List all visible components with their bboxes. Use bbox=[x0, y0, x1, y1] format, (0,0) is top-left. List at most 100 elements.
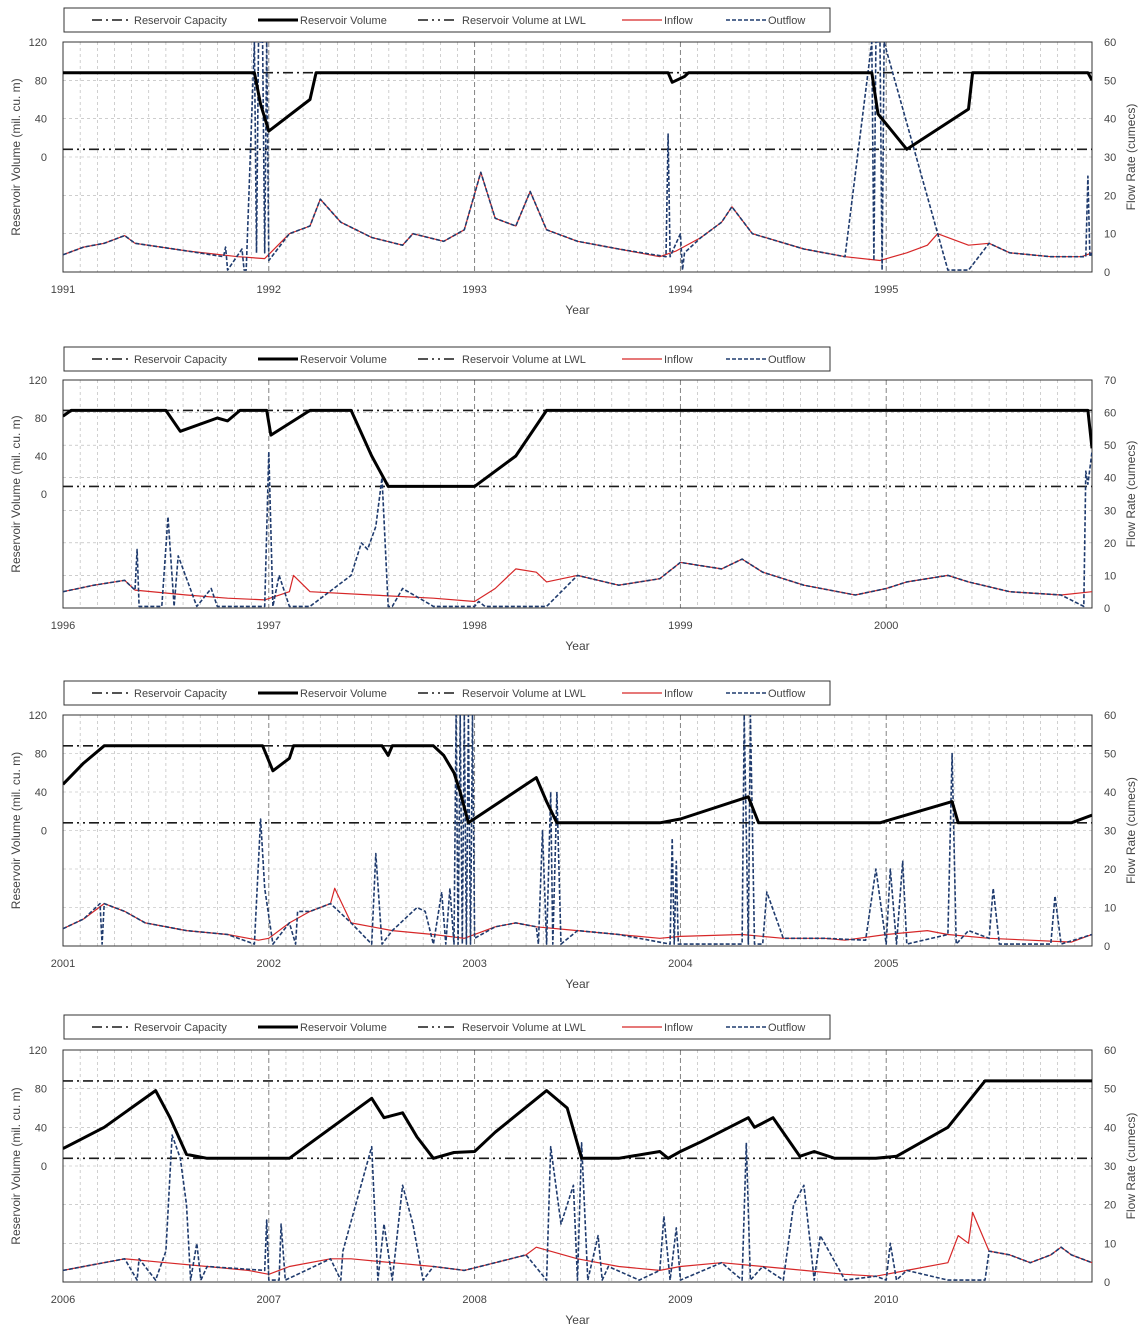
legend-label: Reservoir Capacity bbox=[134, 15, 227, 27]
right-tick-label: 20 bbox=[1104, 190, 1116, 202]
plot-area bbox=[62, 41, 1093, 273]
right-tick-label: 60 bbox=[1104, 408, 1116, 420]
left-tick-label: 80 bbox=[35, 75, 47, 87]
right-tick-label: 50 bbox=[1104, 75, 1116, 87]
right-tick-label: 0 bbox=[1104, 1277, 1110, 1289]
right-tick-label: 40 bbox=[1104, 473, 1116, 485]
left-tick-label: 40 bbox=[35, 451, 47, 463]
left-tick-label: 40 bbox=[35, 114, 47, 126]
legend-label: Inflow bbox=[664, 15, 693, 27]
x-tick-label: 2004 bbox=[668, 958, 692, 970]
right-tick-label: 0 bbox=[1104, 603, 1110, 615]
legend-label: Reservoir Volume at LWL bbox=[462, 688, 586, 700]
legend-label: Inflow bbox=[664, 354, 693, 366]
legend-label: Inflow bbox=[664, 688, 693, 700]
left-tick-label: 120 bbox=[29, 1045, 47, 1057]
x-tick-label: 2001 bbox=[51, 958, 75, 970]
left-axis-title: Reservoir Volume (mil. cu. m) bbox=[9, 415, 23, 572]
x-axis-title: Year bbox=[565, 977, 589, 991]
left-tick-label: 0 bbox=[41, 152, 47, 164]
chart-panel-3: 120 80 40 0 60 50 40 30 20 10 0 2001 2002 2003 2004 200… bbox=[9, 680, 1138, 991]
series-group bbox=[63, 1079, 1092, 1281]
legend-label: Reservoir Capacity bbox=[134, 688, 227, 700]
x-tick-label: 2009 bbox=[668, 1294, 692, 1306]
right-tick-label: 50 bbox=[1104, 749, 1116, 761]
x-tick-label: 1993 bbox=[462, 284, 486, 296]
x-tick-label: 2005 bbox=[874, 958, 898, 970]
plot-area bbox=[62, 1049, 1093, 1283]
right-tick-label: 40 bbox=[1104, 787, 1116, 799]
legend-label: Reservoir Volume bbox=[300, 1022, 387, 1034]
x-tick-label: 1998 bbox=[462, 620, 486, 632]
left-tick-label: 80 bbox=[35, 1084, 47, 1096]
outflow-line bbox=[63, 1134, 1092, 1281]
right-tick-label: 30 bbox=[1104, 826, 1116, 838]
legend-label: Reservoir Volume bbox=[300, 688, 387, 700]
reservoir-volume-line bbox=[63, 744, 1092, 825]
right-tick-label: 30 bbox=[1104, 152, 1116, 164]
legend: Reservoir Capacity Reservoir Volume Reserv… bbox=[63, 680, 831, 706]
x-tick-label: 2007 bbox=[257, 1294, 281, 1306]
right-tick-label: 40 bbox=[1104, 114, 1116, 126]
right-tick-label: 10 bbox=[1104, 229, 1116, 241]
legend: Reservoir Capacity Reservoir Volume Reserv… bbox=[63, 7, 831, 33]
right-tick-label: 60 bbox=[1104, 710, 1116, 722]
plot-area bbox=[62, 379, 1093, 609]
chart-panel-1: 120 80 40 0 60 50 40 30 20 10 0 1991 1992 1993 1994 199… bbox=[9, 7, 1138, 317]
right-tick-label: 50 bbox=[1104, 1084, 1116, 1096]
left-tick-label: 80 bbox=[35, 413, 47, 425]
legend-label: Outflow bbox=[768, 354, 805, 366]
right-axis-title: Flow Rate (cumecs) bbox=[1124, 777, 1138, 884]
right-tick-label: 30 bbox=[1104, 505, 1116, 517]
x-tick-label: 2008 bbox=[462, 1294, 486, 1306]
legend: Reservoir Capacity Reservoir Volume Reserv… bbox=[63, 1014, 831, 1040]
left-tick-label: 120 bbox=[29, 375, 47, 387]
left-tick-label: 0 bbox=[41, 1161, 47, 1173]
left-tick-label: 120 bbox=[29, 37, 47, 49]
legend-label: Reservoir Capacity bbox=[134, 354, 227, 366]
right-axis-title: Flow Rate (cumecs) bbox=[1124, 104, 1138, 211]
left-axis-title: Reservoir Volume (mil. cu. m) bbox=[9, 78, 23, 235]
legend-label: Reservoir Capacity bbox=[134, 1022, 227, 1034]
right-tick-label: 60 bbox=[1104, 1045, 1116, 1057]
right-tick-label: 40 bbox=[1104, 1122, 1116, 1134]
right-tick-label: 20 bbox=[1104, 538, 1116, 550]
right-tick-label: 20 bbox=[1104, 1200, 1116, 1212]
reservoir-volume-line bbox=[63, 408, 1092, 488]
outflow-line bbox=[63, 450, 1092, 608]
x-tick-label: 1999 bbox=[668, 620, 692, 632]
gridlines bbox=[63, 1049, 1092, 1283]
series-group bbox=[63, 715, 1092, 945]
right-tick-label: 20 bbox=[1104, 864, 1116, 876]
outflow-line bbox=[63, 42, 1092, 271]
reservoir-volume-line bbox=[63, 1079, 1092, 1160]
x-axis-title: Year bbox=[565, 303, 589, 317]
x-tick-label: 2010 bbox=[874, 1294, 898, 1306]
left-tick-label: 0 bbox=[41, 826, 47, 838]
x-tick-label: 1991 bbox=[51, 284, 75, 296]
legend-label: Reservoir Volume bbox=[300, 15, 387, 27]
right-axis-title: Flow Rate (cumecs) bbox=[1124, 441, 1138, 548]
left-axis-title: Reservoir Volume (mil. cu. m) bbox=[9, 1087, 23, 1244]
chart-panel-2: 120 80 40 0 70 60 50 40 30 20 10 0 1996 1997 1998 1999 2… bbox=[9, 346, 1138, 653]
legend-label: Outflow bbox=[768, 15, 805, 27]
right-tick-label: 60 bbox=[1104, 37, 1116, 49]
series-group bbox=[63, 42, 1092, 271]
left-tick-label: 40 bbox=[35, 1122, 47, 1134]
x-tick-label: 2006 bbox=[51, 1294, 75, 1306]
x-tick-label: 2002 bbox=[257, 958, 281, 970]
plot-area bbox=[62, 714, 1093, 947]
right-tick-label: 50 bbox=[1104, 440, 1116, 452]
left-tick-label: 120 bbox=[29, 710, 47, 722]
right-tick-label: 30 bbox=[1104, 1161, 1116, 1173]
legend-label: Reservoir Volume at LWL bbox=[462, 15, 586, 27]
x-tick-label: 1994 bbox=[668, 284, 692, 296]
legend-label: Reservoir Volume at LWL bbox=[462, 354, 586, 366]
legend-label: Reservoir Volume bbox=[300, 354, 387, 366]
gridlines bbox=[63, 41, 1092, 273]
right-tick-label: 0 bbox=[1104, 941, 1110, 953]
x-axis-title: Year bbox=[565, 1313, 589, 1327]
